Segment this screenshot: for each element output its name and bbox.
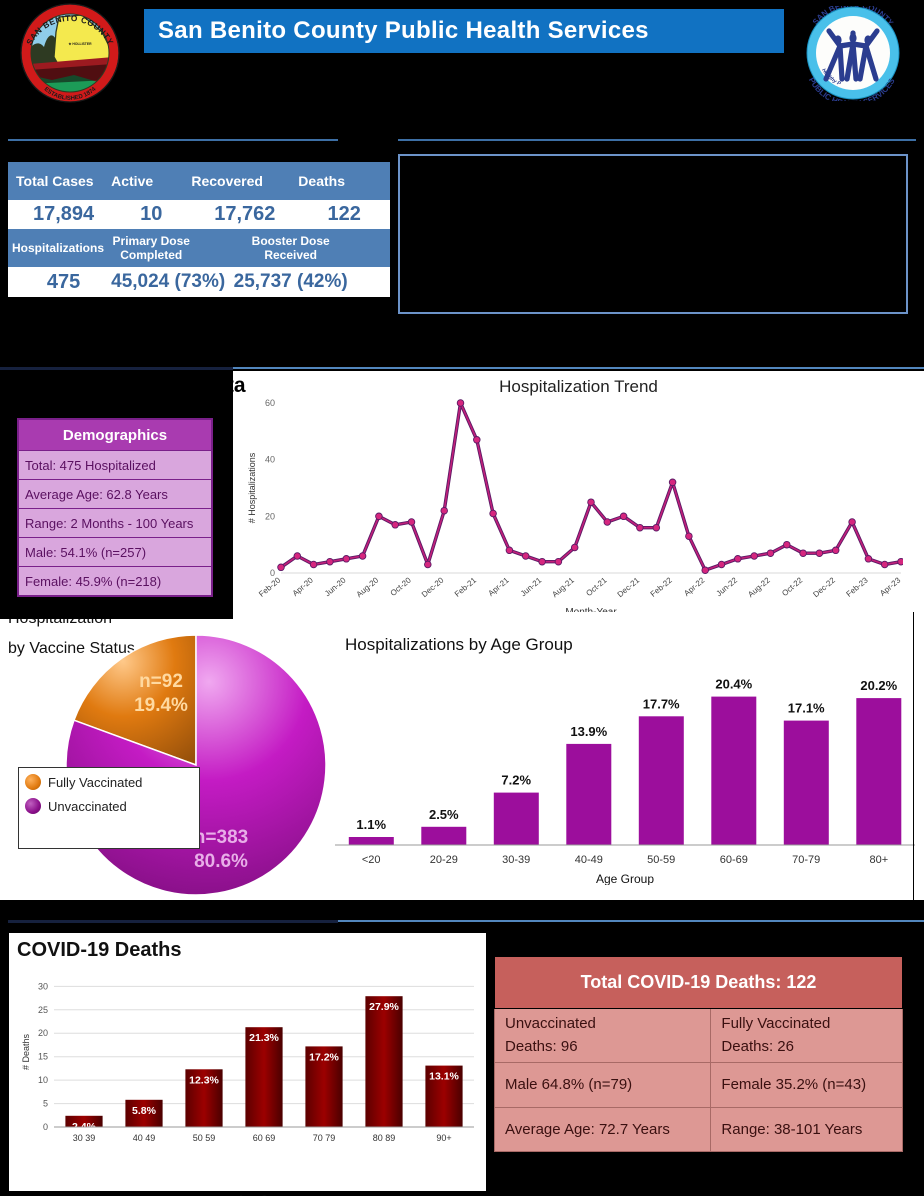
svg-text:21.3%: 21.3% <box>249 1032 279 1044</box>
svg-text:Aug-22: Aug-22 <box>746 575 772 599</box>
svg-text:25: 25 <box>38 1005 48 1015</box>
svg-text:Age Group: Age Group <box>596 872 654 885</box>
svg-text:Jun-20: Jun-20 <box>323 575 348 598</box>
svg-text:17.2%: 17.2% <box>309 1051 339 1063</box>
svg-text:Apr-23: Apr-23 <box>878 575 903 598</box>
svg-text:5: 5 <box>43 1099 48 1109</box>
svg-text:5.8%: 5.8% <box>132 1105 157 1117</box>
svg-text:60-69: 60-69 <box>720 854 748 866</box>
svg-text:60: 60 <box>265 398 275 408</box>
svg-text:Dec-21: Dec-21 <box>616 575 642 599</box>
svg-text:Oct-21: Oct-21 <box>584 575 609 598</box>
svg-text:Aug-21: Aug-21 <box>550 575 576 599</box>
svg-text:Feb-21: Feb-21 <box>453 575 479 599</box>
svg-text:<20: <20 <box>362 854 381 866</box>
svg-text:★ HOLLISTER: ★ HOLLISTER <box>67 42 92 46</box>
svg-text:20.4%: 20.4% <box>715 677 752 692</box>
svg-text:19.4%: 19.4% <box>134 695 188 716</box>
svg-text:20-29: 20-29 <box>430 854 458 866</box>
svg-text:40-49: 40-49 <box>575 854 603 866</box>
svg-text:Feb-22: Feb-22 <box>649 575 675 599</box>
svg-text:80+: 80+ <box>869 854 888 866</box>
svg-text:Apr-22: Apr-22 <box>682 575 707 598</box>
svg-text:20: 20 <box>265 511 275 521</box>
svg-text:70 79: 70 79 <box>313 1133 336 1143</box>
svg-text:Jun-21: Jun-21 <box>519 575 544 598</box>
svg-text:Oct-22: Oct-22 <box>780 575 805 598</box>
svg-text:20.2%: 20.2% <box>860 678 897 693</box>
svg-text:30-39: 30-39 <box>502 854 530 866</box>
svg-text:Apr-21: Apr-21 <box>487 575 512 598</box>
svg-text:12.3%: 12.3% <box>189 1074 219 1086</box>
svg-text:60 69: 60 69 <box>253 1133 276 1143</box>
svg-text:Jun-22: Jun-22 <box>715 575 740 598</box>
svg-text:10: 10 <box>38 1075 48 1085</box>
svg-text:80.6%: 80.6% <box>194 851 248 872</box>
svg-text:90+: 90+ <box>436 1133 451 1143</box>
svg-text:70-79: 70-79 <box>792 854 820 866</box>
svg-text:0: 0 <box>43 1122 48 1132</box>
svg-text:Aug-20: Aug-20 <box>355 575 381 599</box>
svg-text:1.1%: 1.1% <box>356 817 386 832</box>
svg-text:50-59: 50-59 <box>647 854 675 866</box>
svg-text:13.9%: 13.9% <box>570 724 607 739</box>
svg-text:30: 30 <box>38 981 48 991</box>
svg-text:30 39: 30 39 <box>73 1133 96 1143</box>
svg-text:13.1%: 13.1% <box>429 1071 459 1083</box>
svg-text:Dec-22: Dec-22 <box>811 575 837 599</box>
svg-text:20: 20 <box>38 1028 48 1038</box>
svg-text:n=383: n=383 <box>194 827 248 848</box>
svg-text:# Deaths: # Deaths <box>21 1033 31 1070</box>
svg-text:Dec-20: Dec-20 <box>420 575 446 599</box>
svg-text:40 49: 40 49 <box>133 1133 156 1143</box>
svg-text:15: 15 <box>38 1052 48 1062</box>
svg-text:50 59: 50 59 <box>193 1133 216 1143</box>
svg-text:Feb-23: Feb-23 <box>844 575 870 599</box>
svg-text:Feb-20: Feb-20 <box>257 575 283 599</box>
svg-text:Oct-20: Oct-20 <box>389 575 414 598</box>
svg-text:17.7%: 17.7% <box>643 696 680 711</box>
svg-text:40: 40 <box>265 455 275 465</box>
svg-text:n=92: n=92 <box>139 671 183 692</box>
svg-text:Apr-20: Apr-20 <box>291 575 316 598</box>
svg-text:2.5%: 2.5% <box>429 807 459 822</box>
svg-text:27.9%: 27.9% <box>369 1001 399 1013</box>
svg-text:80 89: 80 89 <box>373 1133 396 1143</box>
svg-text:7.2%: 7.2% <box>501 773 531 788</box>
svg-text:# Hospitalizations: # Hospitalizations <box>247 452 257 523</box>
svg-text:17.1%: 17.1% <box>788 701 825 716</box>
